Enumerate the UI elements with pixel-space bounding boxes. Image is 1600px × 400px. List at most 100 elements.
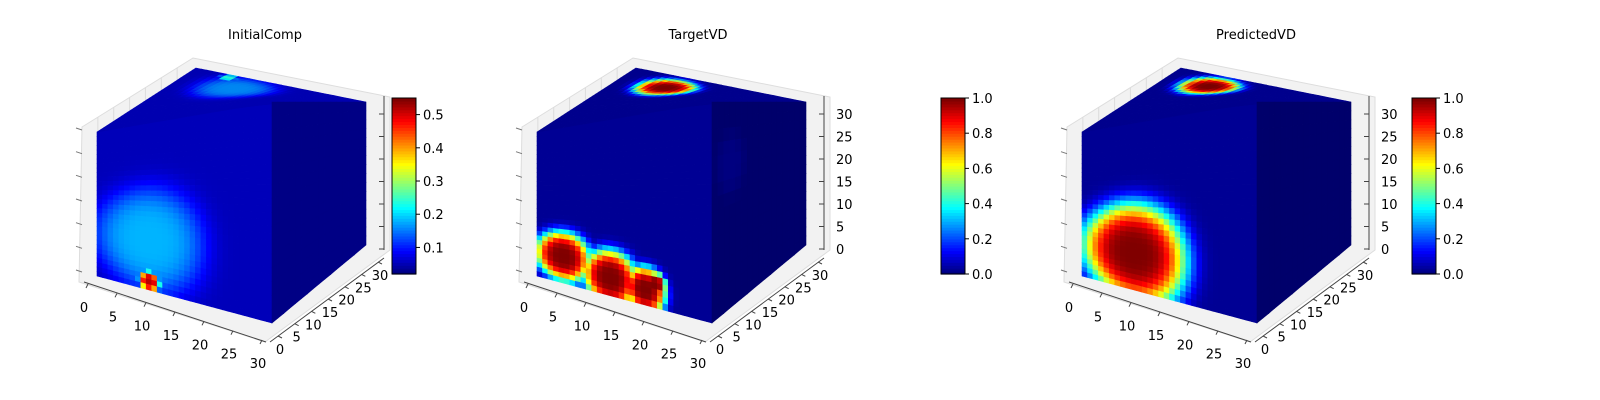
voxel — [260, 231, 267, 240]
voxel — [574, 180, 582, 187]
voxel — [195, 143, 202, 151]
z-tick-label: 0 — [836, 243, 844, 258]
voxel — [324, 155, 332, 169]
voxel — [536, 181, 543, 187]
voxel — [635, 149, 642, 157]
voxel — [624, 225, 631, 232]
voxel — [233, 229, 240, 238]
voxel — [618, 235, 625, 243]
voxel — [553, 185, 560, 192]
voxel — [667, 216, 675, 224]
voxel — [558, 165, 565, 172]
voxel — [667, 228, 675, 237]
voxel — [706, 232, 713, 241]
voxel — [162, 287, 169, 296]
voxel — [602, 152, 609, 159]
voxel — [574, 215, 582, 222]
voxel — [667, 146, 675, 154]
voxel — [729, 114, 736, 129]
voxel — [741, 161, 748, 177]
voxel — [195, 225, 202, 234]
voxel — [195, 173, 202, 180]
voxel — [689, 250, 696, 259]
voxel — [706, 252, 713, 262]
voxel — [255, 258, 262, 267]
voxel — [667, 178, 675, 186]
voxel — [336, 121, 343, 134]
voxel — [706, 198, 713, 206]
voxel — [700, 198, 707, 206]
voxel — [782, 141, 789, 154]
voxel — [102, 199, 109, 205]
y-tick-mark — [311, 310, 316, 314]
voxel — [107, 180, 114, 187]
voxel — [569, 165, 576, 172]
voxel — [640, 160, 647, 168]
voxel — [306, 125, 314, 139]
voxel — [684, 308, 691, 318]
x-tick-label: 30 — [250, 357, 267, 372]
colorbar-tick-label: 0.8 — [972, 127, 993, 142]
voxel — [178, 213, 185, 221]
voxel — [684, 112, 691, 121]
voxel — [238, 255, 245, 264]
voxel — [238, 223, 245, 232]
colorbar-tick-label: 0.0 — [972, 268, 993, 283]
voxel — [684, 158, 691, 166]
voxel — [200, 136, 207, 145]
voxel — [342, 101, 349, 113]
voxel — [277, 128, 285, 143]
voxel — [1098, 171, 1105, 177]
voxel — [706, 191, 713, 200]
voxel — [167, 140, 174, 148]
voxel — [228, 228, 234, 237]
voxel — [596, 174, 603, 181]
voxel — [96, 194, 103, 201]
voxel — [118, 199, 125, 206]
voxel — [651, 197, 658, 205]
voxel — [624, 207, 631, 215]
voxel — [651, 160, 658, 168]
voxel — [678, 249, 686, 258]
voxel — [113, 151, 120, 158]
voxel — [271, 182, 279, 200]
voxel — [306, 148, 314, 163]
voxel — [624, 202, 631, 209]
voxel — [1087, 208, 1094, 215]
voxel — [156, 169, 163, 176]
voxel — [646, 214, 653, 223]
voxel — [651, 239, 658, 248]
voxel — [167, 229, 174, 236]
voxel — [124, 200, 131, 206]
voxel — [178, 230, 185, 238]
voxel — [706, 170, 713, 179]
voxel — [635, 119, 642, 128]
y-tick-mark — [344, 286, 349, 290]
z-tick-label: 25 — [836, 131, 853, 146]
voxel — [678, 217, 686, 225]
voxel — [662, 146, 669, 155]
voxel — [342, 141, 349, 154]
voxel — [96, 153, 103, 160]
voxel — [195, 243, 202, 251]
voxel — [684, 171, 691, 179]
voxel — [211, 239, 218, 248]
voxel — [184, 138, 191, 146]
voxel — [151, 185, 158, 192]
voxel — [228, 304, 234, 314]
voxel — [640, 220, 647, 228]
voxel — [711, 101, 719, 117]
voxel — [118, 151, 125, 158]
voxel — [151, 211, 158, 218]
voxel — [249, 151, 256, 159]
voxel — [558, 170, 565, 177]
voxel — [689, 137, 696, 146]
voxel — [695, 264, 702, 274]
voxel — [624, 150, 631, 158]
voxel — [678, 152, 686, 160]
voxel — [228, 127, 234, 136]
voxel — [607, 207, 614, 214]
voxel — [640, 185, 647, 192]
voxel — [646, 118, 653, 126]
voxel — [624, 161, 631, 169]
